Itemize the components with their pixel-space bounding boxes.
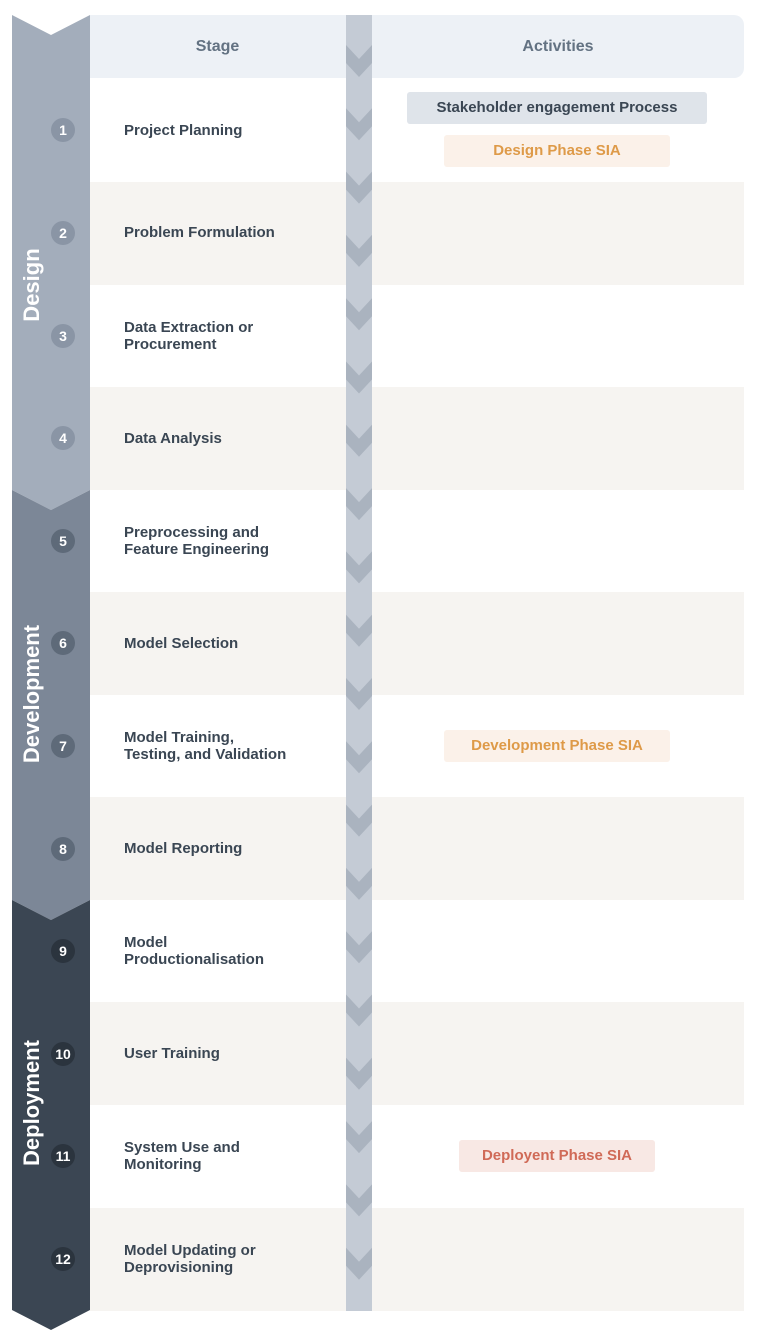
- chevron-down-icon: [346, 45, 372, 77]
- chevron-down-icon: [346, 488, 372, 521]
- chevron-down-icon: [346, 1184, 372, 1217]
- stage-label: Problem Formulation: [124, 224, 275, 242]
- stage-number-badge: 9: [51, 939, 75, 964]
- stage-label: Model Productionalisation: [124, 934, 265, 969]
- stage-number-badge: 2: [51, 220, 75, 245]
- stage-number-badge: 7: [51, 733, 75, 758]
- phase-label-design: Design: [19, 248, 44, 322]
- stage-number-badge: 10: [51, 1041, 75, 1066]
- stage-row: [90, 1002, 744, 1106]
- chevron-track-bg: [346, 15, 372, 1311]
- chevron-down-icon: [346, 741, 372, 774]
- stage-number-badge: 12: [51, 1246, 75, 1271]
- chevron-down-icon: [346, 298, 372, 331]
- stage-number-badge: 4: [51, 426, 75, 451]
- stage-label: Preprocessing and Feature Engineering: [124, 523, 270, 558]
- stage-row: [90, 797, 744, 901]
- stage-label: Model Reporting: [124, 840, 243, 857]
- chevron-down-icon: [346, 108, 372, 141]
- chevron-down-icon: [346, 1057, 372, 1090]
- stage-label: User Training: [124, 1045, 220, 1063]
- phase-label-deployment: Deployment: [19, 1040, 44, 1166]
- stage-label: Data Analysis: [124, 429, 222, 447]
- stage-number-badge: 1: [51, 118, 75, 143]
- chevron-down-icon: [346, 1247, 372, 1280]
- table-header: [90, 15, 744, 78]
- stage-label: Project Planning: [124, 121, 243, 139]
- stage-row: [90, 181, 744, 285]
- stage-label: System Use and Monitoring: [124, 1139, 240, 1174]
- chevron-down-icon: [346, 424, 372, 457]
- chevron-down-icon: [346, 551, 372, 584]
- stage-row: [90, 1207, 744, 1311]
- stage-label: Model Selection: [124, 634, 239, 652]
- chevron-down-icon: [346, 931, 372, 964]
- stage-number-badge: 3: [51, 323, 75, 348]
- stage-number-badge: 8: [51, 836, 75, 861]
- design-phase-sia-badge: Design Phase SIA: [444, 135, 670, 167]
- chevron-down-icon: [346, 614, 372, 647]
- chevron-down-icon: [346, 804, 372, 837]
- phase-arrow-deployment: [12, 900, 90, 1330]
- stage-number-badge: 6: [51, 631, 75, 656]
- chevron-down-icon: [346, 994, 372, 1027]
- phase-arrow-development: [12, 490, 90, 920]
- chevron-track: [346, 15, 372, 1311]
- stakeholder-engagement-badge: Stakeholder engagement Process: [407, 92, 707, 124]
- phase-label-development: Development: [19, 624, 44, 764]
- chevron-down-icon: [346, 867, 372, 900]
- stage-row: [90, 386, 744, 490]
- stage-label: Data Extraction or Procurement: [124, 318, 254, 353]
- stage-number-badge: 11: [51, 1144, 75, 1169]
- chevron-down-icon: [346, 1121, 372, 1154]
- deployment-phase-sia-badge: Deployent Phase SIA: [459, 1140, 655, 1172]
- chevron-down-icon: [346, 678, 372, 710]
- stage-label: Model Training, Testing, and Validation: [124, 728, 287, 763]
- chevron-down-icon: [346, 361, 372, 394]
- stage-row: [90, 592, 744, 695]
- stage-label: Model Updating or Deprovisioning: [124, 1241, 256, 1276]
- activities-column-header: Activities: [522, 38, 594, 55]
- chevron-down-icon: [346, 234, 372, 267]
- stage-column-header: Stage: [195, 38, 240, 55]
- chevron-down-icon: [346, 171, 372, 204]
- development-phase-sia-badge: Development Phase SIA: [444, 730, 670, 762]
- stage-number-badge: 5: [51, 528, 75, 553]
